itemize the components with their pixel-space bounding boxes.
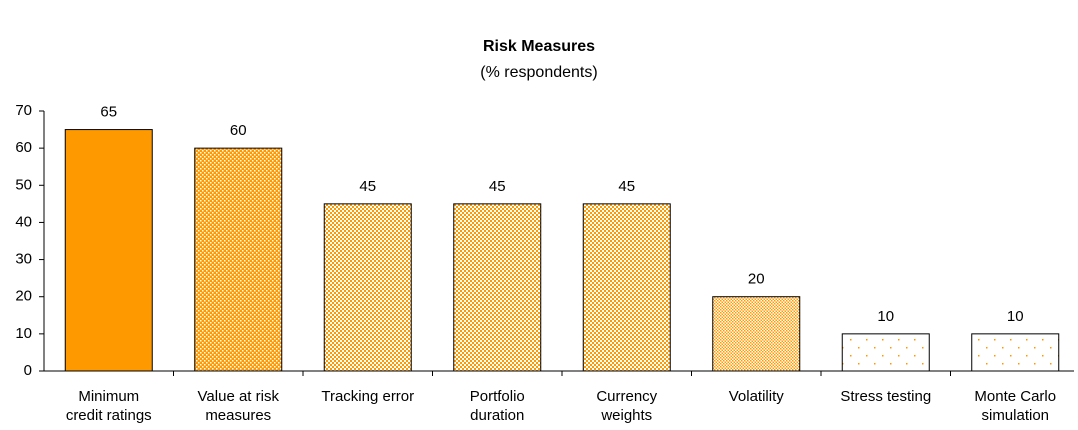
y-tick-label: 50: [15, 176, 32, 193]
chart-title: Risk Measures: [483, 38, 595, 55]
chart-subtitle: (% respondents): [480, 64, 597, 81]
y-tick-label: 60: [15, 139, 32, 156]
bar: [453, 203, 542, 372]
y-tick-label: 0: [24, 362, 32, 379]
x-tick-label: Portfolio: [470, 388, 525, 405]
bar: [323, 203, 412, 372]
x-tick-label: weights: [600, 407, 652, 424]
bar: [64, 129, 153, 372]
bar: [194, 147, 283, 372]
bar: [582, 203, 671, 372]
x-tick-label: Currency: [596, 388, 657, 405]
value-label: 10: [1007, 308, 1024, 325]
x-tick-label: Volatility: [729, 388, 785, 405]
x-tick-label: Monte Carlo: [974, 388, 1056, 405]
x-tick-label: Value at risk: [198, 388, 280, 405]
value-label: 45: [489, 178, 506, 195]
value-label: 65: [100, 104, 117, 121]
bar: [712, 296, 801, 372]
bar: [971, 333, 1060, 372]
y-tick-label: 20: [15, 288, 32, 305]
y-tick-label: 70: [15, 102, 32, 119]
y-tick-label: 40: [15, 213, 32, 230]
x-tick-label: simulation: [981, 407, 1049, 424]
x-tick-label: Tracking error: [321, 388, 414, 405]
y-tick-label: 30: [15, 251, 32, 268]
value-label: 45: [618, 178, 635, 195]
x-tick-label: credit ratings: [66, 407, 152, 424]
x-tick-label: duration: [470, 407, 524, 424]
value-label: 10: [877, 308, 894, 325]
value-label: 60: [230, 122, 247, 139]
x-tick-label: Minimum: [78, 388, 139, 405]
bar: [841, 333, 930, 372]
value-label: 20: [748, 271, 765, 288]
value-label: 45: [359, 178, 376, 195]
x-tick-label: Stress testing: [840, 388, 931, 405]
x-tick-label: measures: [205, 407, 271, 424]
y-tick-label: 10: [15, 325, 32, 342]
